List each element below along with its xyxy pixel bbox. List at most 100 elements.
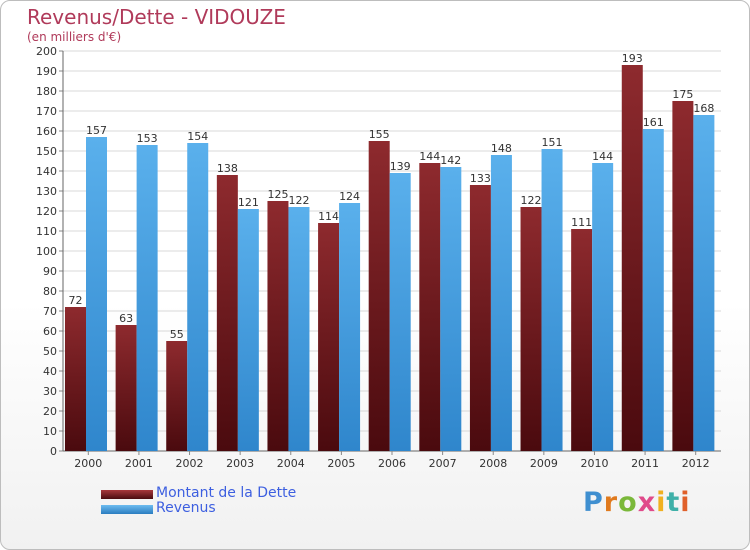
bar-revenus bbox=[237, 209, 259, 451]
bar-dette bbox=[621, 65, 643, 451]
bar-dette bbox=[571, 229, 593, 451]
y-tick-label: 60 bbox=[43, 325, 57, 338]
bar-revenus bbox=[592, 163, 614, 451]
legend-label-revenus: Revenus bbox=[156, 500, 216, 516]
bar-dette bbox=[166, 341, 188, 451]
x-tick-label: 2011 bbox=[631, 457, 659, 470]
logo-letter: i bbox=[656, 487, 667, 518]
bar-dette bbox=[672, 101, 694, 451]
y-tick-label: 170 bbox=[36, 105, 57, 118]
data-label: 72 bbox=[69, 294, 83, 307]
logo-letter: o bbox=[618, 487, 638, 518]
x-tick-label: 2005 bbox=[327, 457, 355, 470]
data-label: 161 bbox=[643, 116, 664, 129]
data-label: 144 bbox=[419, 150, 440, 163]
bar-revenus bbox=[642, 129, 664, 451]
y-tick-label: 0 bbox=[50, 445, 57, 458]
y-tick-label: 120 bbox=[36, 205, 57, 218]
bar-revenus bbox=[389, 173, 411, 451]
bar-revenus bbox=[339, 203, 361, 451]
bar-dette bbox=[419, 163, 441, 451]
x-tick-label: 2008 bbox=[479, 457, 507, 470]
bar-dette bbox=[216, 175, 238, 451]
bar-dette bbox=[368, 141, 390, 451]
x-tick-label: 2003 bbox=[226, 457, 254, 470]
y-tick-label: 100 bbox=[36, 245, 57, 258]
y-tick-label: 150 bbox=[36, 145, 57, 158]
y-tick-label: 180 bbox=[36, 85, 57, 98]
data-label: 125 bbox=[267, 188, 288, 201]
data-label: 153 bbox=[137, 132, 158, 145]
data-label: 175 bbox=[672, 88, 693, 101]
data-label: 151 bbox=[542, 136, 563, 149]
bar-dette bbox=[520, 207, 542, 451]
x-tick-label: 2012 bbox=[682, 457, 710, 470]
x-tick-label: 2002 bbox=[176, 457, 204, 470]
y-tick-label: 70 bbox=[43, 305, 57, 318]
y-tick-label: 140 bbox=[36, 165, 57, 178]
x-tick-label: 2007 bbox=[429, 457, 457, 470]
legend-swatch-revenus bbox=[101, 505, 153, 514]
logo-letter: x bbox=[637, 487, 657, 518]
data-label: 144 bbox=[592, 150, 613, 163]
x-tick-label: 2001 bbox=[125, 457, 153, 470]
data-label: 168 bbox=[693, 102, 714, 115]
y-tick-label: 40 bbox=[43, 365, 57, 378]
x-tick-label: 2009 bbox=[530, 457, 558, 470]
data-label: 193 bbox=[622, 52, 643, 65]
y-tick-label: 200 bbox=[36, 45, 57, 58]
data-label: 114 bbox=[318, 210, 339, 223]
bar-dette bbox=[267, 201, 289, 451]
y-tick-label: 30 bbox=[43, 385, 57, 398]
chart-title: Revenus/Dette - VIDOUZE bbox=[27, 5, 286, 29]
bar-revenus bbox=[288, 207, 310, 451]
bar-revenus bbox=[86, 137, 107, 451]
y-tick-label: 10 bbox=[43, 425, 57, 438]
bar-revenus bbox=[440, 167, 462, 451]
bar-dette bbox=[318, 223, 340, 451]
logo-letter: r bbox=[603, 487, 619, 518]
bar-dette bbox=[469, 185, 491, 451]
chart-subtitle: (en milliers d'€) bbox=[27, 30, 122, 44]
data-label: 148 bbox=[491, 142, 512, 155]
y-tick-label: 190 bbox=[36, 65, 57, 78]
data-label: 155 bbox=[369, 128, 390, 141]
logo-letter: P bbox=[583, 487, 604, 518]
y-tick-label: 130 bbox=[36, 185, 57, 198]
y-tick-label: 50 bbox=[43, 345, 57, 358]
x-tick-label: 2000 bbox=[74, 457, 102, 470]
data-label: 133 bbox=[470, 172, 491, 185]
bar-dette bbox=[65, 307, 86, 451]
y-tick-label: 160 bbox=[36, 125, 57, 138]
data-label: 122 bbox=[521, 194, 542, 207]
bar-revenus bbox=[187, 143, 209, 451]
data-label: 138 bbox=[217, 162, 238, 175]
data-label: 121 bbox=[238, 196, 259, 209]
bar-revenus bbox=[136, 145, 158, 451]
data-label: 124 bbox=[339, 190, 360, 203]
data-label: 122 bbox=[288, 194, 309, 207]
legend-swatch-dette bbox=[101, 490, 153, 499]
bar-dette bbox=[115, 325, 137, 451]
data-label: 157 bbox=[86, 124, 107, 137]
data-label: 142 bbox=[440, 154, 461, 167]
logo-letter: i bbox=[680, 487, 691, 518]
data-label: 55 bbox=[170, 328, 184, 341]
x-tick-label: 2010 bbox=[580, 457, 608, 470]
data-label: 111 bbox=[571, 216, 592, 229]
data-label: 139 bbox=[390, 160, 411, 173]
x-tick-label: 2006 bbox=[378, 457, 406, 470]
data-label: 154 bbox=[187, 130, 208, 143]
y-tick-label: 20 bbox=[43, 405, 57, 418]
x-tick-label: 2004 bbox=[277, 457, 305, 470]
proxiti-logo: Proxiti bbox=[583, 487, 691, 518]
bar-revenus bbox=[693, 115, 715, 451]
logo-letter: t bbox=[666, 487, 681, 518]
bar-revenus bbox=[541, 149, 563, 451]
legend-label-dette: Montant de la Dette bbox=[156, 485, 297, 501]
y-tick-label: 80 bbox=[43, 285, 57, 298]
bar-revenus bbox=[490, 155, 512, 451]
y-tick-label: 110 bbox=[36, 225, 57, 238]
